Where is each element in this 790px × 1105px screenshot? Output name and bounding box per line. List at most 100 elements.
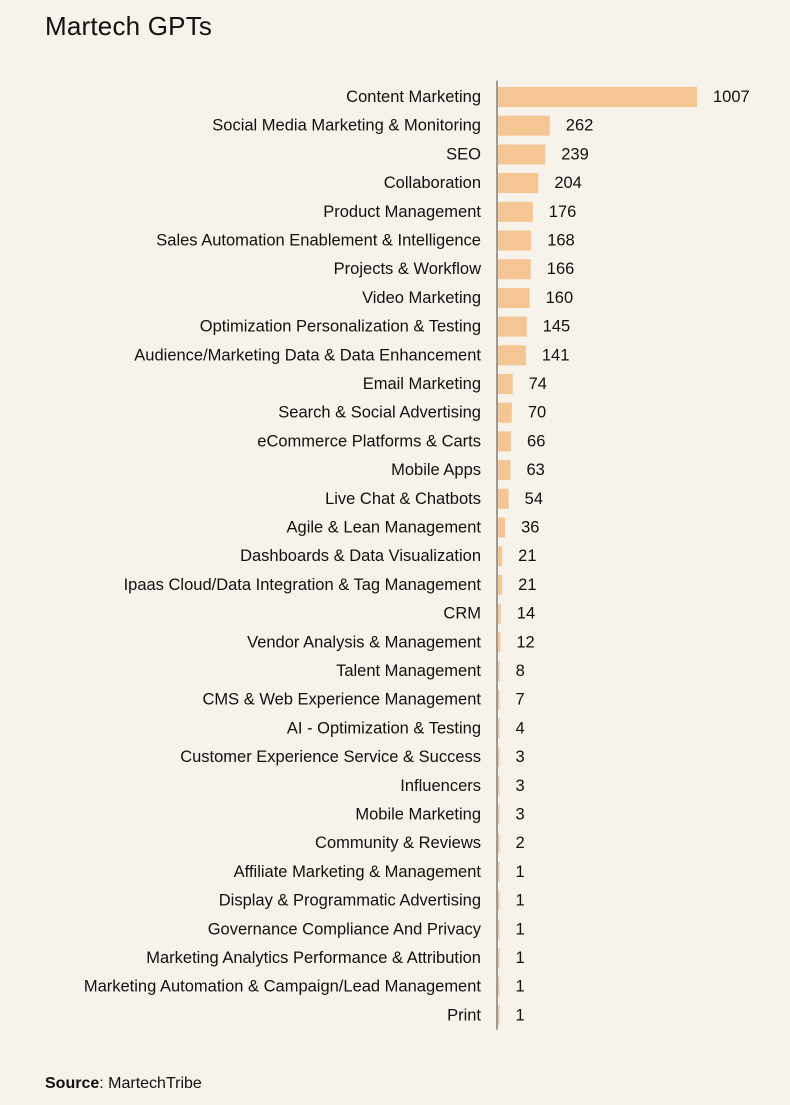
value-label-ai-optimization-testing: 4 <box>516 719 525 737</box>
value-label-print: 1 <box>516 1006 525 1024</box>
bar-marketing-automation-campaign-lead-management <box>498 976 500 997</box>
bar-live-chat-chatbots <box>498 488 509 509</box>
value-label-mobile-marketing: 3 <box>516 806 525 824</box>
category-label-ai-optimization-testing: AI - Optimization & Testing <box>287 719 481 737</box>
bar-ipaas-cloud-data-integration-tag-management <box>498 574 503 595</box>
value-label-content-marketing: 1007 <box>713 88 750 106</box>
bar-mobile-apps <box>498 460 511 481</box>
bar-video-marketing <box>498 287 530 308</box>
value-label-agile-lean-management: 36 <box>521 519 539 537</box>
value-label-video-marketing: 160 <box>546 289 574 307</box>
value-label-cms-web-experience-management: 7 <box>516 691 525 709</box>
value-label-sales-automation-enablement-intelligence: 168 <box>547 232 575 250</box>
value-label-display-programmatic-advertising: 1 <box>516 892 525 910</box>
category-label-agile-lean-management: Agile & Lean Management <box>287 519 482 537</box>
category-label-product-management: Product Management <box>323 203 481 221</box>
value-label-email-marketing: 74 <box>529 375 547 393</box>
bar-audience-marketing-data-data-enhancement <box>498 345 526 366</box>
category-label-live-chat-chatbots: Live Chat & Chatbots <box>325 490 481 508</box>
category-label-audience-marketing-data-data-enhancement: Audience/Marketing Data & Data Enhanceme… <box>134 346 481 364</box>
category-label-print: Print <box>447 1006 481 1024</box>
value-label-collaboration: 204 <box>554 174 582 192</box>
category-label-social-media-marketing-monitoring: Social Media Marketing & Monitoring <box>212 117 481 135</box>
bar-mobile-marketing <box>498 804 500 825</box>
bar-collaboration <box>498 173 539 194</box>
category-label-mobile-marketing: Mobile Marketing <box>355 806 481 824</box>
category-label-ipaas-cloud-data-integration-tag-management: Ipaas Cloud/Data Integration & Tag Manag… <box>124 576 482 594</box>
value-label-social-media-marketing-monitoring: 262 <box>566 117 594 135</box>
value-label-crm: 14 <box>517 605 535 623</box>
value-label-affiliate-marketing-management: 1 <box>516 863 525 881</box>
category-label-marketing-analytics-performance-attribution: Marketing Analytics Performance & Attrib… <box>146 949 481 967</box>
value-label-seo: 239 <box>561 145 589 163</box>
value-label-projects-workflow: 166 <box>547 260 575 278</box>
bar-influencers <box>498 775 500 796</box>
category-label-cms-web-experience-management: CMS & Web Experience Management <box>203 691 482 709</box>
bar-agile-lean-management <box>498 517 506 538</box>
category-label-vendor-analysis-management: Vendor Analysis & Management <box>247 633 481 651</box>
category-label-video-marketing: Video Marketing <box>362 289 481 307</box>
value-label-marketing-automation-campaign-lead-management: 1 <box>516 978 525 996</box>
value-label-product-management: 176 <box>549 203 577 221</box>
source-note: Source: MartechTribe <box>45 1073 202 1095</box>
source-label: Source <box>45 1075 100 1092</box>
bar-display-programmatic-advertising <box>498 890 500 911</box>
bar-customer-experience-service-success <box>498 747 500 768</box>
bar-community-reviews <box>498 833 500 854</box>
category-label-email-marketing: Email Marketing <box>363 375 481 393</box>
value-label-optimization-personalization-testing: 145 <box>543 318 571 336</box>
value-label-customer-experience-service-success: 3 <box>516 748 525 766</box>
category-label-dashboards-data-visualization: Dashboards & Data Visualization <box>240 547 481 565</box>
bar-sales-automation-enablement-intelligence <box>498 230 532 251</box>
category-label-collaboration: Collaboration <box>384 174 481 192</box>
value-label-talent-management: 8 <box>516 662 525 680</box>
bar-ai-optimization-testing <box>498 718 500 739</box>
value-label-live-chat-chatbots: 54 <box>525 490 543 508</box>
value-label-search-social-advertising: 70 <box>528 404 546 422</box>
value-label-ecommerce-platforms-carts: 66 <box>527 432 545 450</box>
value-label-marketing-analytics-performance-attribution: 1 <box>516 949 525 967</box>
value-label-vendor-analysis-management: 12 <box>516 633 534 651</box>
bar-social-media-marketing-monitoring <box>498 115 550 136</box>
category-label-projects-workflow: Projects & Workflow <box>334 260 481 278</box>
value-label-mobile-apps: 63 <box>526 461 544 479</box>
bar-email-marketing <box>498 374 513 394</box>
category-label-affiliate-marketing-management: Affiliate Marketing & Management <box>234 863 482 881</box>
value-label-influencers: 3 <box>516 777 525 795</box>
source-text: : MartechTribe <box>99 1075 202 1092</box>
category-label-community-reviews: Community & Reviews <box>315 834 481 852</box>
bar-product-management <box>498 201 533 222</box>
category-label-influencers: Influencers <box>400 777 481 795</box>
bar-cms-web-experience-management <box>498 689 500 710</box>
category-label-ecommerce-platforms-carts: eCommerce Platforms & Carts <box>257 432 481 450</box>
category-label-content-marketing: Content Marketing <box>346 88 481 106</box>
category-label-mobile-apps: Mobile Apps <box>391 461 481 479</box>
category-label-governance-compliance-and-privacy: Governance Compliance And Privacy <box>208 920 482 938</box>
value-label-audience-marketing-data-data-enhancement: 141 <box>542 346 570 364</box>
bar-ecommerce-platforms-carts <box>498 431 512 452</box>
bar-talent-management <box>498 661 500 681</box>
bar-vendor-analysis-management <box>498 632 501 653</box>
value-label-dashboards-data-visualization: 21 <box>518 547 536 565</box>
bar-content-marketing <box>498 87 697 107</box>
bar-optimization-personalization-testing <box>498 316 527 337</box>
bar-crm <box>498 603 501 624</box>
bar-governance-compliance-and-privacy <box>498 919 500 940</box>
chart-title: Martech GPTs <box>45 11 213 41</box>
category-label-optimization-personalization-testing: Optimization Personalization & Testing <box>200 318 481 336</box>
bar-seo <box>498 144 546 165</box>
bar-affiliate-marketing-management <box>498 861 500 882</box>
category-label-sales-automation-enablement-intelligence: Sales Automation Enablement & Intelligen… <box>156 232 481 250</box>
bar-print <box>498 1005 500 1026</box>
value-label-ipaas-cloud-data-integration-tag-management: 21 <box>518 576 536 594</box>
category-label-marketing-automation-campaign-lead-management: Marketing Automation & Campaign/Lead Man… <box>84 978 482 996</box>
bar-projects-workflow <box>498 259 531 280</box>
bar-marketing-analytics-performance-attribution <box>498 948 500 968</box>
category-label-crm: CRM <box>443 605 481 623</box>
bar-search-social-advertising <box>498 402 512 423</box>
category-label-talent-management: Talent Management <box>336 662 481 680</box>
bar-chart: Content Marketing 1007 Social Media Market… <box>84 80 750 1030</box>
category-label-seo: SEO <box>446 145 481 163</box>
value-label-community-reviews: 2 <box>516 834 525 852</box>
bar-dashboards-data-visualization <box>498 546 503 567</box>
